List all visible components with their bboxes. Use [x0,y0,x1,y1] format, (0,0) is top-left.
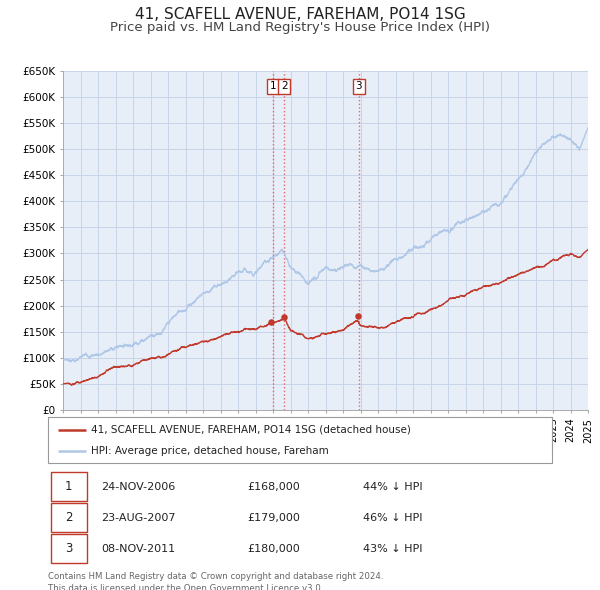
Text: 24-NOV-2006: 24-NOV-2006 [101,482,175,491]
Text: 08-NOV-2011: 08-NOV-2011 [101,544,175,553]
FancyBboxPatch shape [50,472,87,501]
Text: 2: 2 [281,81,287,91]
Text: £180,000: £180,000 [247,544,300,553]
Text: 46% ↓ HPI: 46% ↓ HPI [363,513,422,523]
Text: 1: 1 [269,81,277,91]
FancyBboxPatch shape [50,503,87,532]
Text: 2: 2 [65,511,73,525]
Text: 3: 3 [65,542,73,555]
Point [266,317,276,327]
Text: 41, SCAFELL AVENUE, FAREHAM, PO14 1SG: 41, SCAFELL AVENUE, FAREHAM, PO14 1SG [134,7,466,22]
Point [353,312,362,321]
Point [280,312,289,322]
Text: 41, SCAFELL AVENUE, FAREHAM, PO14 1SG (detached house): 41, SCAFELL AVENUE, FAREHAM, PO14 1SG (d… [91,425,411,435]
Text: 1: 1 [65,480,73,493]
Text: £179,000: £179,000 [247,513,300,523]
Text: 44% ↓ HPI: 44% ↓ HPI [363,482,422,491]
Text: 23-AUG-2007: 23-AUG-2007 [101,513,175,523]
Text: 3: 3 [355,81,362,91]
Text: 43% ↓ HPI: 43% ↓ HPI [363,544,422,553]
Text: Price paid vs. HM Land Registry's House Price Index (HPI): Price paid vs. HM Land Registry's House … [110,21,490,34]
Text: HPI: Average price, detached house, Fareham: HPI: Average price, detached house, Fare… [91,445,329,455]
FancyBboxPatch shape [48,417,552,463]
FancyBboxPatch shape [50,535,87,563]
Text: Contains HM Land Registry data © Crown copyright and database right 2024.
This d: Contains HM Land Registry data © Crown c… [48,572,383,590]
Text: £168,000: £168,000 [247,482,300,491]
